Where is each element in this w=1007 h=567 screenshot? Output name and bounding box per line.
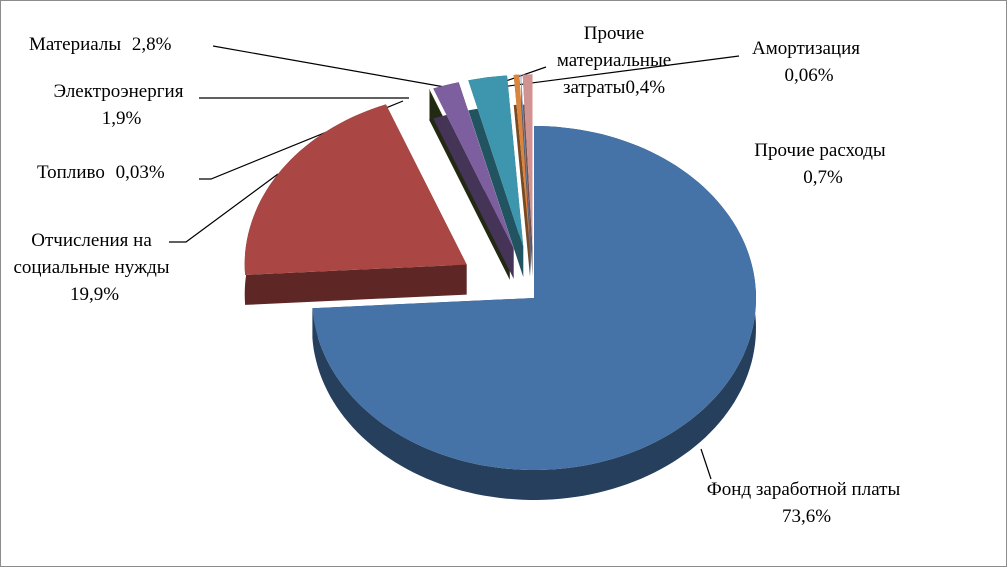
value-label: 73,6% xyxy=(781,506,832,527)
data-label: Материалы 2,8% xyxy=(29,31,229,58)
slice xyxy=(522,74,533,247)
data-label: Отчисления на социальные нужды 19,9% xyxy=(9,227,174,308)
slice xyxy=(468,75,524,248)
category-label: Топливо xyxy=(37,162,105,183)
data-label: Топливо 0,03% xyxy=(37,159,212,186)
category-label: Прочие расходы xyxy=(754,140,886,161)
value-label: 0,03% xyxy=(115,162,165,183)
value-label: 1,9% xyxy=(101,108,142,129)
slice xyxy=(429,89,510,250)
data-label: Фонд заработной платы 73,6% xyxy=(701,476,906,530)
slice-side xyxy=(433,82,514,279)
slice xyxy=(513,74,530,247)
data-label: Прочие расходы 0,7% xyxy=(736,137,904,191)
value-label: 0,06% xyxy=(784,65,834,86)
value-label: 0,4% xyxy=(625,77,666,98)
value-label: 19,9% xyxy=(69,284,120,305)
leader-line xyxy=(212,45,457,90)
leader-line xyxy=(169,173,279,243)
value-label: 0,7% xyxy=(803,167,843,188)
slice-side xyxy=(522,74,533,277)
category-label: Электроэнергия xyxy=(53,81,184,102)
leader-line xyxy=(492,55,740,89)
slice xyxy=(244,104,467,275)
category-label: Материалы xyxy=(29,34,122,55)
data-label: Электроэнергия 1,9% xyxy=(31,78,206,132)
category-label: Фонд заработной платы xyxy=(706,479,901,500)
data-label: Амортизация 0,06% xyxy=(736,35,876,89)
slice-side xyxy=(513,74,530,277)
slice xyxy=(433,82,514,249)
slice xyxy=(520,74,531,247)
slice xyxy=(312,126,756,470)
category-label: Амортизация xyxy=(752,38,860,59)
data-label: Прочие материальные затраты0,4% xyxy=(539,20,689,101)
leader-line xyxy=(700,448,712,480)
category-label: Прочие материальные затраты xyxy=(556,23,672,98)
slice-tops xyxy=(244,74,756,470)
value-label: 2,8% xyxy=(131,34,172,55)
category-label: Отчисления на социальные нужды xyxy=(13,230,170,278)
